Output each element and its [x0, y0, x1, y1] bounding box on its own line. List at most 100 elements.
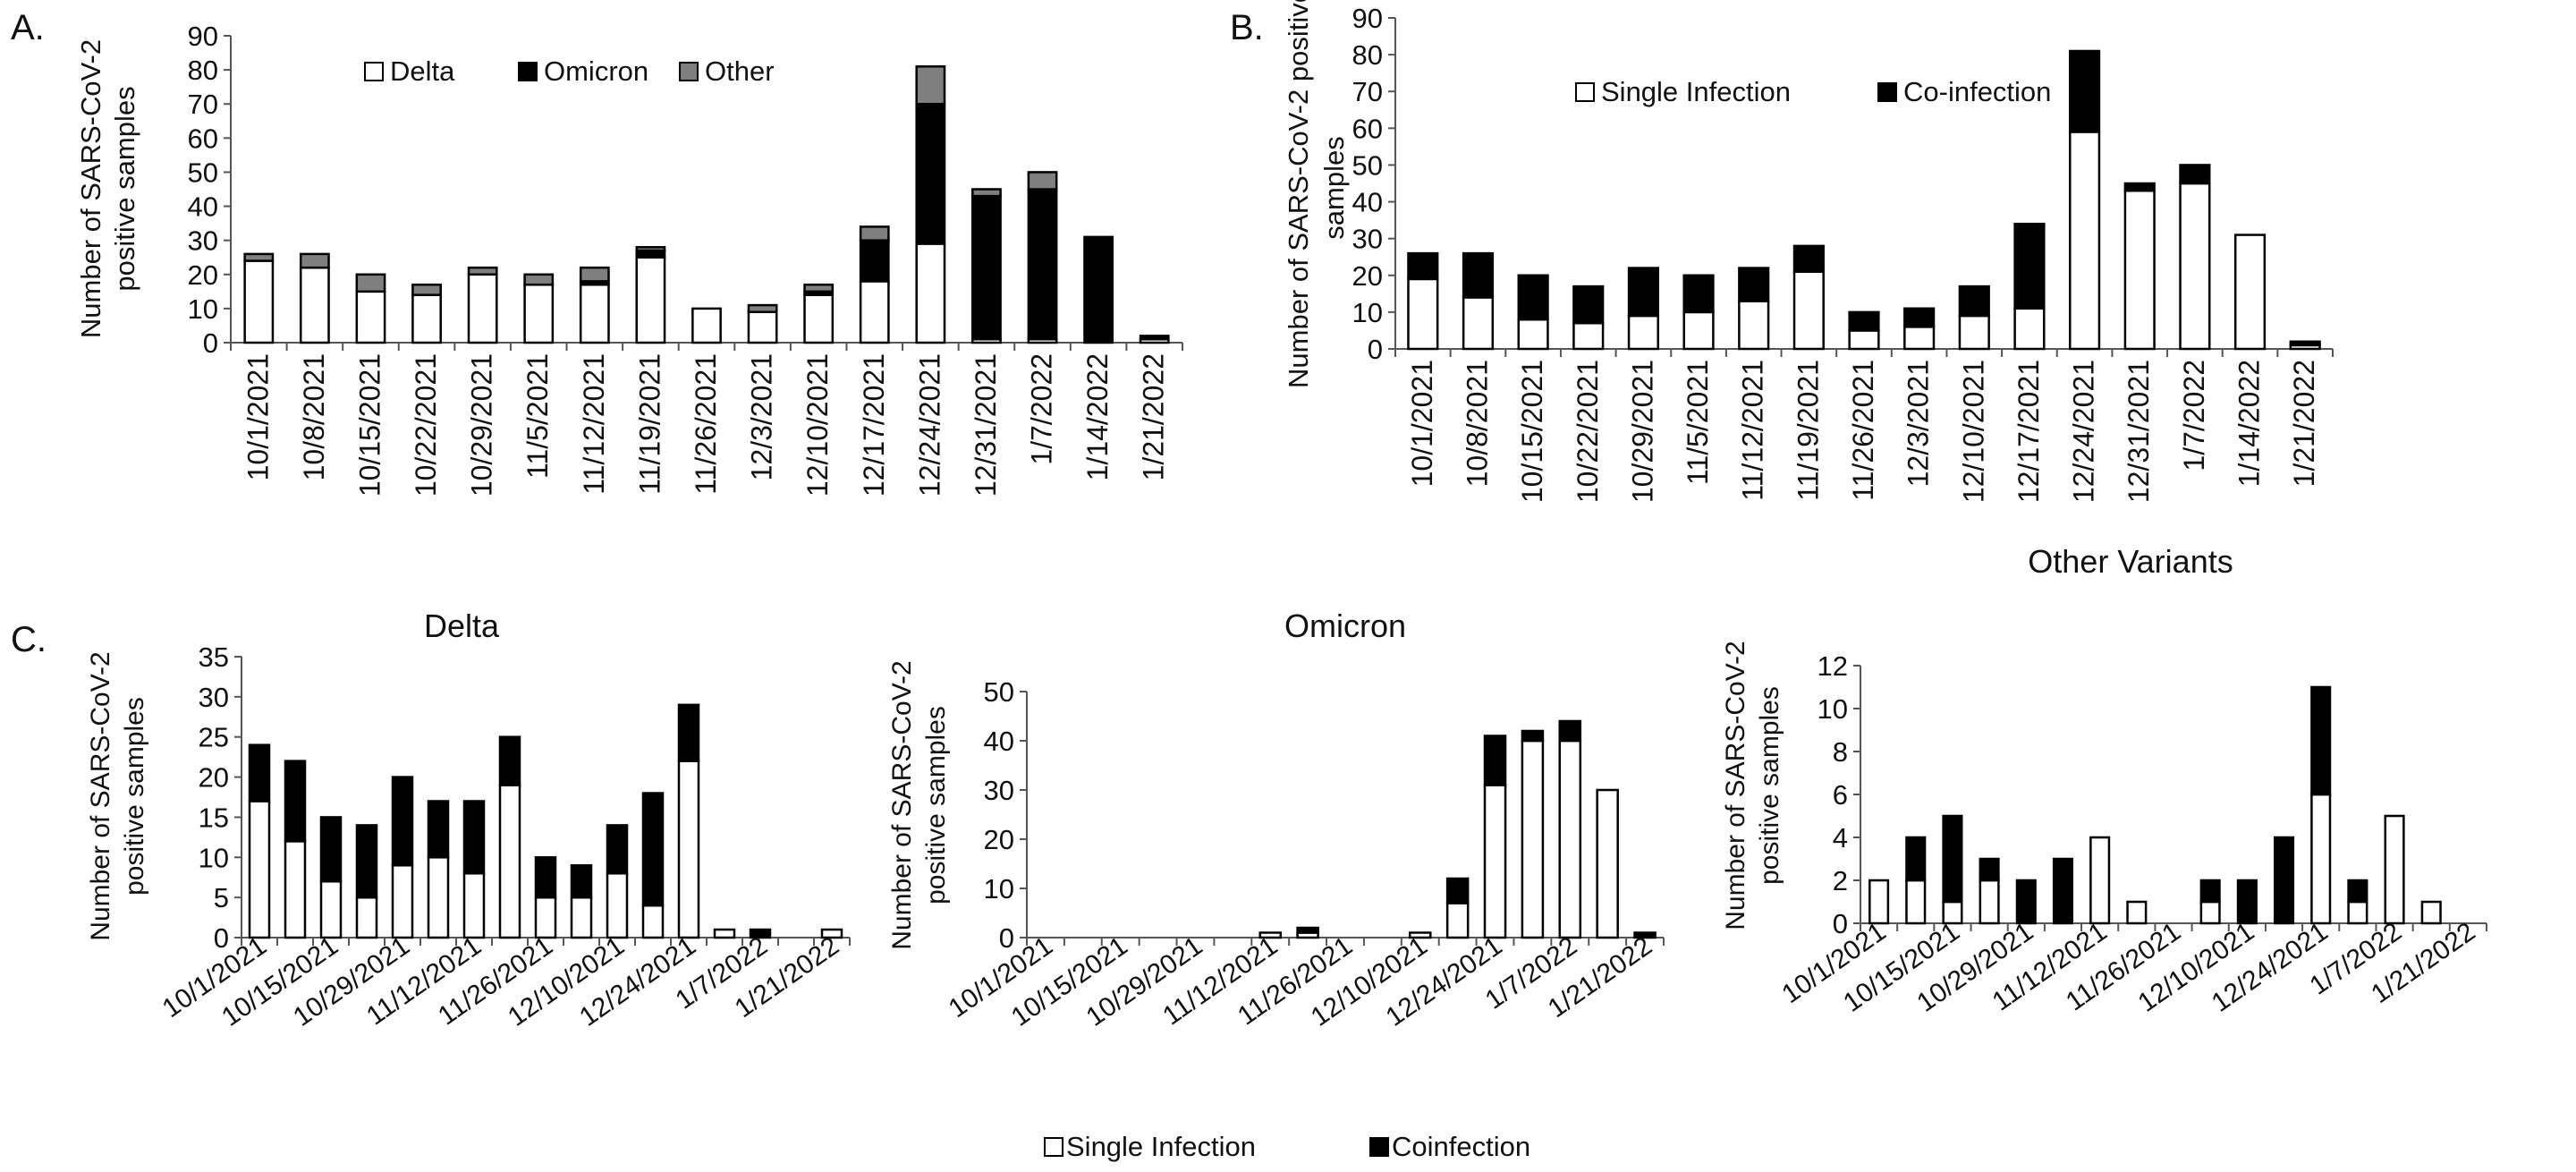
y-tick-label: 40 — [1352, 187, 1383, 218]
legend-label: Single Infection — [1066, 1131, 1256, 1162]
bar-segment — [2420, 900, 2442, 925]
y-tick-label: 80 — [1352, 39, 1383, 71]
y-tick-label: 10 — [188, 293, 218, 325]
bar-segment — [427, 856, 450, 939]
bar-segment — [635, 256, 666, 344]
y-axis-title: Number of SARS-CoV-2 — [86, 651, 115, 940]
y-tick-label: 8 — [1833, 736, 1848, 768]
x-tick-label: 12/17/2021 — [858, 353, 890, 497]
x-tick-label: 1/7/2022 — [1026, 353, 1058, 465]
y-tick-label: 20 — [1352, 260, 1383, 292]
x-tick-label: 11/19/2021 — [1792, 360, 1824, 501]
bar-segment — [299, 266, 330, 344]
x-tick-label: 11/5/2021 — [1682, 360, 1714, 485]
panel-label: C. — [11, 620, 47, 659]
bar-segment — [243, 252, 275, 262]
bar-segment — [749, 928, 772, 939]
bar-segment — [1407, 277, 1439, 351]
bar-segment — [1139, 335, 1170, 341]
y-tick-label: 12 — [1818, 650, 1848, 682]
bar-segment — [2310, 685, 2332, 796]
bar-segment — [462, 871, 486, 939]
x-tick-label: 12/10/2021 — [1957, 360, 1989, 503]
x-tick-label: 10/1/2021 — [1406, 360, 1438, 487]
bar-segment — [248, 743, 271, 803]
x-tick-label: 11/26/2021 — [1847, 360, 1879, 501]
x-tick-label: 11/12/2021 — [578, 353, 610, 495]
x-tick-label: 12/17/2021 — [2012, 360, 2045, 503]
bar-segment — [1407, 251, 1439, 281]
bar-segment — [2289, 340, 2321, 347]
y-axis-title: Number of SARS-CoV-2 positive — [1283, 0, 1314, 388]
x-tick-label: 10/15/2021 — [1516, 360, 1548, 503]
legend-bottom: Single Infection Coinfection — [1044, 1131, 1530, 1162]
bar-segment — [355, 290, 386, 344]
bar-segment — [641, 904, 665, 939]
bar-segment — [2123, 189, 2156, 351]
bar-segment — [1558, 739, 1582, 939]
legend-label: Co-infection — [1903, 76, 2051, 107]
bar-segment — [2013, 307, 2046, 351]
legend-swatch — [1044, 1137, 1063, 1157]
y-tick-label: 60 — [188, 123, 218, 154]
bar-segment — [915, 65, 946, 106]
bar-segment — [570, 864, 593, 899]
bar-segment — [411, 283, 442, 296]
chart-title: Omicron — [1284, 607, 1406, 644]
x-tick-label: 10/15/2021 — [353, 353, 386, 497]
bar-segment — [2069, 131, 2101, 351]
y-tick-label: 90 — [1352, 3, 1383, 34]
bar-segment — [2126, 900, 2148, 925]
bar-segment — [1521, 729, 1545, 743]
x-tick-label: 12/3/2021 — [1902, 360, 1935, 487]
x-tick-label: 11/12/2021 — [1737, 360, 1769, 501]
bar-segment — [2179, 164, 2211, 185]
legend-swatch — [1369, 1137, 1389, 1157]
x-tick-label: 1/21/2022 — [1138, 353, 1170, 480]
bar-segment — [1905, 836, 1927, 882]
bar-segment — [1868, 879, 1890, 925]
bar-segment — [355, 896, 378, 939]
legend-swatch — [1575, 82, 1595, 102]
y-tick-label: 20 — [984, 824, 1014, 855]
bar-segment — [1738, 300, 1770, 351]
y-tick-label: 30 — [188, 225, 218, 257]
bar-segment — [635, 246, 666, 252]
y-tick-label: 10 — [1352, 297, 1383, 328]
bar-segment — [1792, 244, 1825, 273]
legend-label: Other — [705, 55, 775, 87]
legend-swatch — [1877, 82, 1897, 102]
bar-segment — [2233, 234, 2267, 351]
bar-segment — [971, 194, 1002, 341]
bar-segment — [411, 293, 442, 344]
x-tick-label: 1/7/2022 — [2178, 360, 2210, 471]
bar-segment — [1958, 314, 1990, 351]
y-tick-label: 5 — [214, 882, 229, 913]
x-tick-label: 11/19/2021 — [633, 353, 665, 495]
bar-segment — [462, 800, 486, 875]
legend-swatch — [518, 62, 538, 81]
bar-segment — [2069, 49, 2101, 133]
bar-segment — [248, 800, 271, 939]
y-tick-label: 0 — [1833, 908, 1848, 939]
panel-label: A. — [11, 8, 45, 47]
bar-segment — [1462, 251, 1495, 299]
bar-segment — [355, 824, 378, 899]
y-axis-title: Number of SARS-CoV-2 — [75, 39, 106, 338]
bar-segment — [284, 760, 307, 843]
y-axis-title: positive samples — [120, 697, 149, 896]
bar-segment — [2015, 879, 2037, 925]
bar-segment — [2013, 222, 2046, 310]
y-tick-label: 2 — [1833, 865, 1848, 896]
bar-segment — [2273, 836, 2295, 925]
y-tick-label: 50 — [1352, 149, 1383, 181]
bar-segment — [498, 735, 521, 786]
bar-segment — [523, 273, 555, 286]
y-tick-label: 30 — [1352, 224, 1383, 255]
bar-segment — [319, 816, 343, 883]
bar-segment — [915, 242, 946, 344]
legend-label: Single Infection — [1601, 76, 1791, 107]
bar-segment — [1627, 267, 1659, 318]
y-tick-label: 15 — [199, 802, 229, 833]
